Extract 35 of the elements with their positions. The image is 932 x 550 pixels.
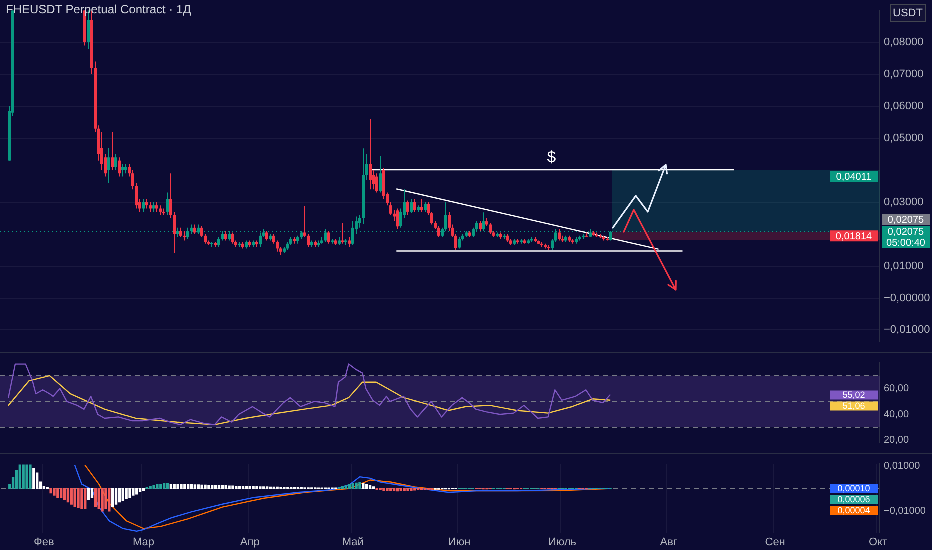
annotation: 51,06 xyxy=(842,401,866,412)
y-tick-label: 0,08000 xyxy=(884,36,924,49)
y-tick-label: 0,07000 xyxy=(884,68,924,81)
y-tick-label: 0,06000 xyxy=(884,100,924,113)
annotation: 0,00010 xyxy=(838,484,870,494)
band-label: 0,04011 xyxy=(836,172,872,183)
y-tick-label: 0,01000 xyxy=(884,260,924,272)
y-tick-label: 60,00 xyxy=(884,384,910,395)
annotation: 0,00006 xyxy=(838,494,870,505)
text: USDT xyxy=(893,8,924,20)
x-tick-label: Апр xyxy=(240,536,260,548)
x-tick-label: Фев xyxy=(34,536,55,548)
x-tick-label: Июн xyxy=(448,536,471,548)
series-label: $ xyxy=(547,149,556,166)
ref-line-label: 0,02075 xyxy=(888,227,925,238)
y-tick-label: −0,01000 xyxy=(884,506,926,518)
x-tick-label: Мар xyxy=(132,536,154,548)
y-tick-label: 0,03000 xyxy=(884,196,924,208)
y-tick-label: 20,00 xyxy=(884,435,910,446)
x-tick-label: Сен xyxy=(765,536,786,548)
y-tick-label: 0,05000 xyxy=(884,132,924,144)
annotation: 55,02 xyxy=(842,390,866,400)
x-tick-label: Авг xyxy=(660,536,678,548)
x-tick-label: Июль xyxy=(548,536,577,548)
y-tick-label: 40,00 xyxy=(884,409,910,420)
chart-title: FHEUSDT Perpetual Contract · 1Д xyxy=(6,2,192,16)
annotation: 0,00004 xyxy=(838,506,870,516)
band-label: 0,01814 xyxy=(836,231,873,242)
y-tick-label: 0,01000 xyxy=(884,461,921,472)
y-tick-label: −0,01000 xyxy=(884,324,930,336)
x-tick-label: Май xyxy=(342,536,364,548)
y-tick-label: −0,00000 xyxy=(884,292,930,304)
text: 0,02075 xyxy=(888,215,925,226)
text: 05:00:40 xyxy=(886,238,926,250)
x-tick-label: Окт xyxy=(869,536,888,548)
